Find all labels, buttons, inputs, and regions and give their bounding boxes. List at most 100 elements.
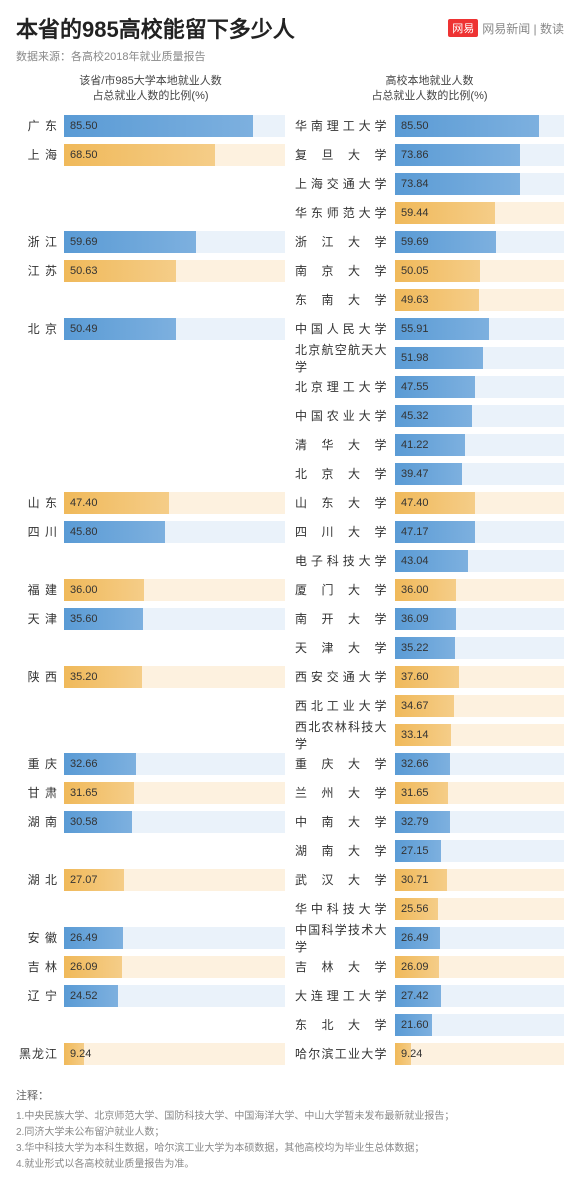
- empty-row: [16, 722, 285, 748]
- row-label: 北 京: [16, 320, 64, 337]
- bar-track: 9.24: [64, 1043, 285, 1065]
- row-label: 辽 宁: [16, 987, 64, 1004]
- row-label: 广 东: [16, 117, 64, 134]
- row-label: 甘 肃: [16, 784, 64, 801]
- empty-row: [16, 374, 285, 400]
- left-header-2: 占总就业人数的比例(%): [16, 89, 285, 104]
- bar-track: 47.55: [395, 376, 564, 398]
- row-label: 福 建: [16, 581, 64, 598]
- bar-track: 26.09: [395, 956, 564, 978]
- bar-value: 73.84: [401, 178, 429, 190]
- bar-row: 广 东 85.50: [16, 113, 285, 139]
- bar-row: 四 川 大 学 47.17: [295, 519, 564, 545]
- row-label: 山 东: [16, 494, 64, 511]
- row-label: 上 海: [16, 146, 64, 163]
- bar-value: 30.71: [401, 874, 429, 886]
- bar-row: 西北工业大学 34.67: [295, 693, 564, 719]
- left-header-1: 该省/市985大学本地就业人数: [16, 74, 285, 89]
- bar-value: 27.42: [401, 990, 429, 1002]
- row-label: 中国农业大学: [295, 407, 395, 424]
- bar-row: 北 京 大 学39.47: [295, 461, 564, 487]
- bar-value: 50.05: [401, 265, 429, 277]
- bar-track: 85.50: [395, 115, 564, 137]
- bar-track: 25.56: [395, 898, 564, 920]
- empty-row: [16, 287, 285, 313]
- bar-value: 24.52: [70, 990, 98, 1002]
- bar-value: 26.49: [70, 932, 98, 944]
- empty-row: [16, 432, 285, 458]
- row-label: 中 南 大 学: [295, 813, 395, 830]
- bar-value: 41.22: [401, 439, 429, 451]
- row-label: 北京航空航天大学: [295, 341, 395, 375]
- bar-row: 大连理工大学27.42: [295, 983, 564, 1009]
- row-label: 兰 州 大 学: [295, 784, 395, 801]
- bar-track: 73.86: [395, 144, 564, 166]
- bar-row: 江 苏 50.63: [16, 258, 285, 284]
- bar-value: 36.00: [70, 584, 98, 596]
- row-label: 四 川 大 学: [295, 523, 395, 540]
- left-column: 该省/市985大学本地就业人数 占总就业人数的比例(%) 广 东 85.50 上 海…: [16, 74, 285, 1070]
- note-line: 4.就业形式以各高校就业质量报告为准。: [16, 1157, 564, 1173]
- row-label: 南 开 大 学: [295, 610, 395, 627]
- source-text: 数据来源：各高校2018年就业质量报告: [0, 48, 580, 74]
- bar-row: 天 津 大 学35.22: [295, 635, 564, 661]
- bar-row: 西安交通大学37.60: [295, 664, 564, 690]
- bar-row: 哈尔滨工业大学9.24: [295, 1041, 564, 1067]
- row-label: 山 东 大 学: [295, 494, 395, 511]
- bar-track: 27.42: [395, 985, 564, 1007]
- row-label: 清 华 大 学: [295, 436, 395, 453]
- bar-value: 47.17: [401, 526, 429, 538]
- bar-row: 电子科技大学43.04: [295, 548, 564, 574]
- row-label: 天 津 大 学: [295, 639, 395, 656]
- bar-value: 27.07: [70, 874, 98, 886]
- bar-row: 西北农林科技大学33.14: [295, 722, 564, 748]
- bar-row: 重 庆 大 学32.66: [295, 751, 564, 777]
- bar-row: 吉 林 大 学26.09: [295, 954, 564, 980]
- bar-value: 59.69: [70, 236, 98, 248]
- bar-row: 北 京50.49: [16, 316, 285, 342]
- bar-row: 清 华 大 学 41.22: [295, 432, 564, 458]
- bar-value: 49.63: [401, 294, 429, 306]
- row-label: 东 北 大 学: [295, 1016, 395, 1033]
- bar-value: 32.66: [70, 758, 98, 770]
- row-label: 北京理工大学: [295, 378, 395, 395]
- bar-track: 30.71: [395, 869, 564, 891]
- row-label: 西北农林科技大学: [295, 718, 395, 752]
- row-label: 浙 江 大 学: [295, 233, 395, 250]
- bar-value: 85.50: [70, 120, 98, 132]
- bar-row: 华中科技大学25.56: [295, 896, 564, 922]
- row-label: 浙 江: [16, 233, 64, 250]
- bar-value: 9.24: [401, 1048, 422, 1060]
- row-label: 复 旦 大 学: [295, 146, 395, 163]
- bar-track: 33.14: [395, 724, 564, 746]
- row-label: 湖 南 大 学: [295, 842, 395, 859]
- bar-value: 34.67: [401, 700, 429, 712]
- bar-track: 36.00: [64, 579, 285, 601]
- bar-value: 26.09: [70, 961, 98, 973]
- bar-row: 浙 江 大 学59.69: [295, 229, 564, 255]
- bar-value: 26.49: [401, 932, 429, 944]
- row-label: 黑龙江: [16, 1045, 64, 1062]
- brand: 网易 网易新闻 | 数读: [448, 19, 564, 37]
- bar-value: 50.63: [70, 265, 98, 277]
- bar-value: 59.44: [401, 207, 429, 219]
- row-label: 北 京 大 学: [295, 465, 395, 482]
- left-column-header: 该省/市985大学本地就业人数 占总就业人数的比例(%): [16, 74, 285, 105]
- bar-track: 59.44: [395, 202, 564, 224]
- bar-track: 36.09: [395, 608, 564, 630]
- bar-value: 85.50: [401, 120, 429, 132]
- row-label: 华中科技大学: [295, 900, 395, 917]
- bar-track: 27.15: [395, 840, 564, 862]
- notes-title: 注释：: [16, 1088, 564, 1106]
- bar-track: 59.69: [64, 231, 285, 253]
- bar-track: 26.49: [64, 927, 285, 949]
- bar-row: 兰 州 大 学31.65: [295, 780, 564, 806]
- bar-value: 32.66: [401, 758, 429, 770]
- bar-value: 35.20: [70, 671, 98, 683]
- row-label: 天 津: [16, 610, 64, 627]
- bar-row: 辽 宁 24.52: [16, 983, 285, 1009]
- row-label: 江 苏: [16, 262, 64, 279]
- bar-track: 50.63: [64, 260, 285, 282]
- row-label: 华南理工大学: [295, 117, 395, 134]
- row-label: 西北工业大学: [295, 697, 395, 714]
